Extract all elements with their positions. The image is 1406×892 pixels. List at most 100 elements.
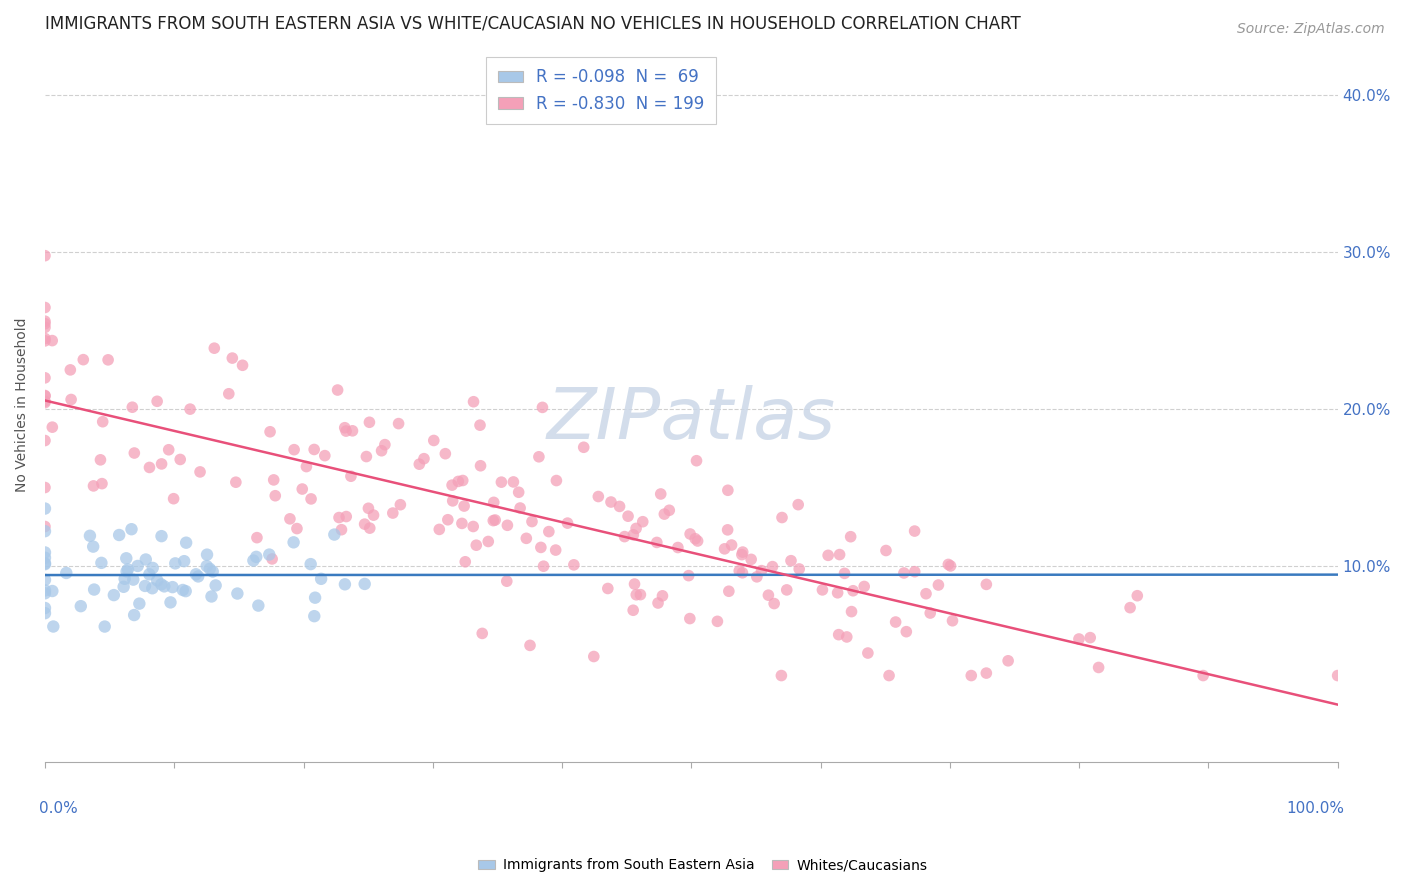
- Point: [79, 529, 101, 543]
- Point: [335, 509, 357, 524]
- Point: [600, 495, 623, 509]
- Point: [150, 577, 173, 591]
- Point: [482, 495, 505, 509]
- Point: [34, 317, 56, 331]
- Point: [262, 552, 284, 566]
- Point: [93, 619, 115, 633]
- Point: [218, 386, 240, 401]
- Point: [188, 465, 211, 479]
- Point: [34, 481, 56, 495]
- Point: [683, 532, 706, 546]
- Point: [761, 559, 783, 574]
- Point: [179, 402, 201, 417]
- Point: [204, 578, 226, 592]
- Point: [509, 501, 531, 516]
- Point: [374, 437, 396, 451]
- Point: [112, 580, 135, 594]
- Point: [387, 417, 409, 431]
- Point: [82, 479, 104, 493]
- Point: [335, 424, 357, 438]
- Point: [340, 469, 363, 483]
- Point: [115, 565, 138, 579]
- Point: [117, 562, 139, 576]
- Point: [34, 249, 56, 263]
- Point: [202, 341, 225, 355]
- Point: [613, 530, 636, 544]
- Point: [828, 548, 851, 562]
- Point: [434, 447, 457, 461]
- Point: [839, 530, 862, 544]
- Point: [90, 556, 112, 570]
- Point: [201, 565, 224, 579]
- Text: 100.0%: 100.0%: [1286, 801, 1344, 816]
- Point: [245, 549, 267, 564]
- Point: [617, 509, 640, 524]
- Point: [34, 334, 56, 348]
- Point: [333, 420, 356, 434]
- Point: [41, 420, 63, 434]
- Point: [34, 519, 56, 533]
- Point: [135, 552, 157, 566]
- Point: [520, 515, 543, 529]
- Point: [731, 566, 754, 580]
- Point: [389, 498, 412, 512]
- Point: [146, 574, 169, 588]
- Point: [544, 543, 567, 558]
- Point: [875, 543, 897, 558]
- Point: [628, 588, 651, 602]
- Point: [740, 552, 762, 566]
- Point: [658, 503, 681, 517]
- Point: [817, 549, 839, 563]
- Point: [34, 332, 56, 346]
- Point: [451, 474, 474, 488]
- Point: [34, 501, 56, 516]
- Point: [363, 508, 385, 523]
- Point: [283, 535, 305, 549]
- Point: [295, 459, 318, 474]
- Text: IMMIGRANTS FROM SOUTH EASTERN ASIA VS WHITE/CAUCASIAN NO VEHICLES IN HOUSEHOLD C: IMMIGRANTS FROM SOUTH EASTERN ASIA VS WH…: [45, 15, 1021, 33]
- Point: [731, 545, 754, 559]
- Point: [153, 579, 176, 593]
- Point: [34, 573, 56, 587]
- Point: [939, 558, 962, 573]
- Point: [342, 424, 364, 438]
- Point: [884, 615, 907, 629]
- Point: [531, 401, 554, 415]
- Point: [114, 572, 136, 586]
- Point: [333, 577, 356, 591]
- Point: [72, 352, 94, 367]
- Point: [654, 507, 676, 521]
- Point: [678, 568, 700, 582]
- Point: [679, 611, 702, 625]
- Point: [546, 474, 568, 488]
- Point: [1067, 632, 1090, 646]
- Point: [246, 531, 269, 545]
- Point: [904, 524, 927, 538]
- Point: [835, 630, 858, 644]
- Point: [34, 601, 56, 615]
- Point: [69, 599, 91, 614]
- Point: [328, 510, 350, 524]
- Point: [1192, 668, 1215, 682]
- Point: [138, 460, 160, 475]
- Point: [717, 523, 740, 537]
- Point: [834, 566, 856, 581]
- Point: [165, 557, 187, 571]
- Point: [423, 434, 446, 448]
- Point: [34, 434, 56, 448]
- Point: [827, 627, 849, 641]
- Point: [357, 501, 380, 516]
- Point: [920, 606, 942, 620]
- Point: [264, 489, 287, 503]
- Point: [706, 615, 728, 629]
- Point: [34, 388, 56, 402]
- Point: [470, 458, 492, 473]
- Point: [108, 528, 131, 542]
- Point: [582, 649, 605, 664]
- Point: [55, 566, 77, 580]
- Point: [477, 534, 499, 549]
- Point: [437, 513, 460, 527]
- Point: [717, 483, 740, 498]
- Point: [562, 558, 585, 572]
- Point: [34, 395, 56, 409]
